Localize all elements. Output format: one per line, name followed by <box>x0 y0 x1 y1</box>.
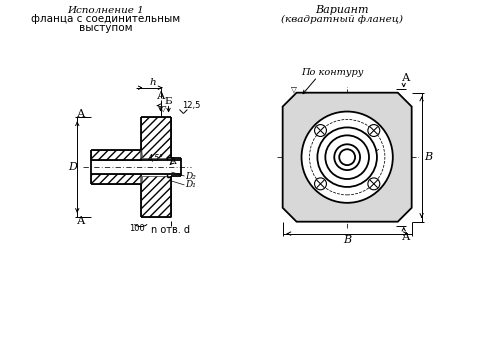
Polygon shape <box>141 118 171 158</box>
Text: n отв. d: n отв. d <box>151 225 190 235</box>
Text: 100: 100 <box>129 224 145 233</box>
Polygon shape <box>141 146 142 160</box>
Circle shape <box>368 178 380 190</box>
Text: D: D <box>361 155 369 164</box>
Text: выступом: выступом <box>79 23 133 33</box>
Text: ▽: ▽ <box>291 84 296 93</box>
Polygon shape <box>91 150 141 160</box>
Text: 12,5: 12,5 <box>183 101 201 110</box>
Text: А: А <box>77 109 86 118</box>
Text: (квадратный фланец): (квадратный фланец) <box>281 15 403 24</box>
Circle shape <box>368 125 380 136</box>
Text: Вариант: Вариант <box>315 5 369 15</box>
Polygon shape <box>141 174 142 188</box>
Text: В: В <box>343 235 351 245</box>
Text: Исполнение 1: Исполнение 1 <box>68 6 144 15</box>
Text: А: А <box>156 90 165 101</box>
Polygon shape <box>282 93 412 222</box>
Text: D₁: D₁ <box>185 181 196 189</box>
Circle shape <box>315 125 326 136</box>
Polygon shape <box>141 176 171 217</box>
Text: По контуру: По контуру <box>301 68 363 77</box>
Circle shape <box>326 135 369 179</box>
Text: 4,5°: 4,5° <box>148 154 163 163</box>
Text: ▽: ▽ <box>160 104 167 113</box>
Text: А: А <box>402 232 410 241</box>
Circle shape <box>302 111 393 203</box>
Circle shape <box>315 178 326 190</box>
Circle shape <box>317 127 377 187</box>
Text: D: D <box>68 162 77 172</box>
Text: Б: Б <box>165 97 173 106</box>
Text: В: В <box>424 152 433 162</box>
Text: А: А <box>170 157 177 166</box>
Text: h: h <box>149 78 156 87</box>
Text: D₂: D₂ <box>185 172 196 181</box>
Circle shape <box>339 149 355 165</box>
Polygon shape <box>91 174 141 184</box>
Circle shape <box>334 144 360 170</box>
Text: А: А <box>77 216 86 226</box>
Text: А: А <box>402 73 410 83</box>
Text: фланца с соединительным: фланца с соединительным <box>32 14 181 24</box>
